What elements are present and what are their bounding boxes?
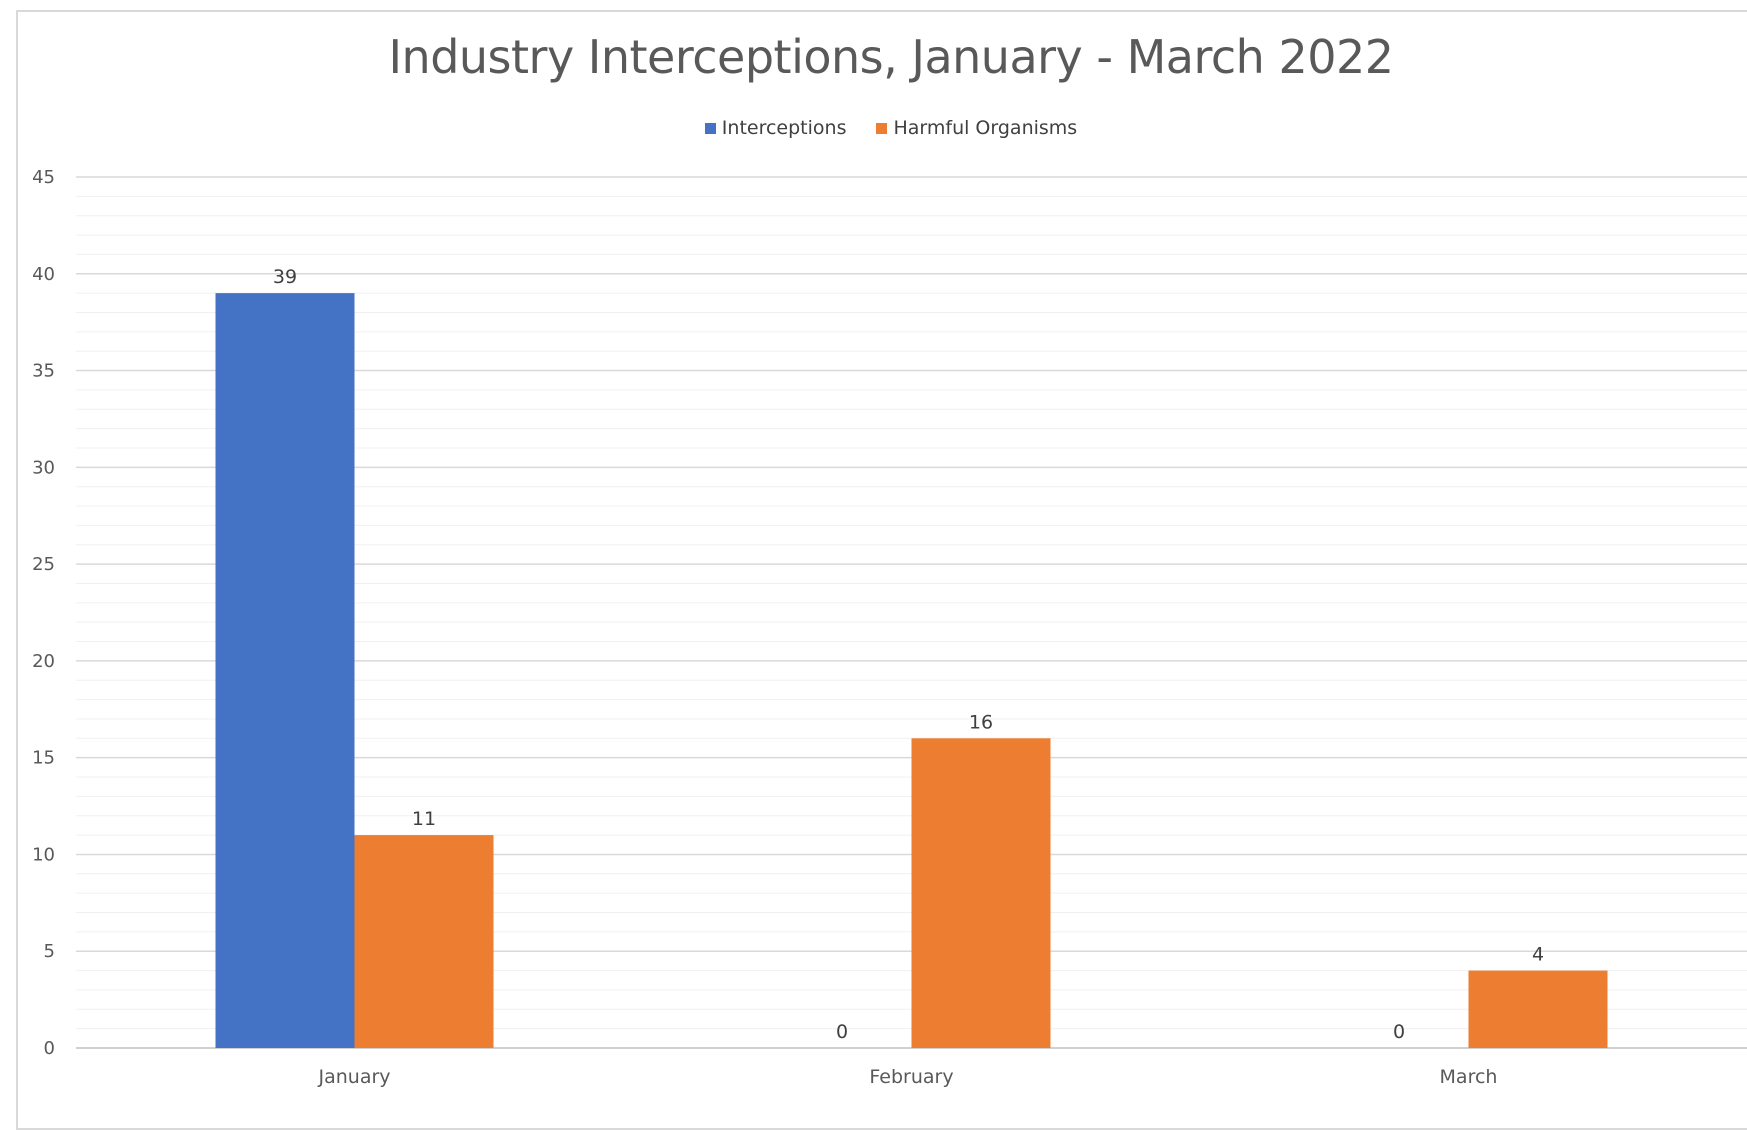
y-tick-label: 45 <box>32 167 55 188</box>
bar <box>911 738 1051 1048</box>
bar <box>215 293 355 1049</box>
data-label: 16 <box>969 711 993 733</box>
legend-swatch-interceptions <box>704 122 716 134</box>
x-tick-label: January <box>317 1066 390 1088</box>
x-tick-label: March <box>1440 1066 1498 1088</box>
y-tick-label: 25 <box>32 554 55 575</box>
legend: Interceptions Harmful Organisms <box>0 117 1747 139</box>
y-tick-label: 15 <box>32 748 55 769</box>
legend-item-harmful-organisms[interactable]: Harmful Organisms <box>876 117 1077 139</box>
legend-label-harmful-organisms: Harmful Organisms <box>893 117 1078 139</box>
legend-swatch-harmful-organisms <box>876 122 888 134</box>
bar <box>354 835 494 1048</box>
y-tick-label: 10 <box>32 844 55 865</box>
x-tick-label: February <box>869 1066 953 1088</box>
legend-label-interceptions: Interceptions <box>721 117 847 139</box>
data-label: 39 <box>273 266 297 288</box>
data-label: 0 <box>1393 1021 1405 1043</box>
y-tick-label: 35 <box>32 361 55 382</box>
bar <box>1468 970 1608 1048</box>
plot-area: 0510152025303540453911January016February… <box>32 167 1747 1088</box>
data-label: 0 <box>836 1021 848 1043</box>
chart-title: Industry Interceptions, January - March … <box>388 30 1394 84</box>
data-label: 4 <box>1532 944 1544 966</box>
y-tick-label: 30 <box>32 457 55 478</box>
data-label: 11 <box>412 808 436 830</box>
y-tick-label: 20 <box>32 651 55 672</box>
legend-item-interceptions[interactable]: Interceptions <box>704 117 847 139</box>
y-tick-label: 5 <box>44 941 55 962</box>
y-tick-label: 0 <box>44 1038 55 1059</box>
y-tick-label: 40 <box>32 264 55 285</box>
